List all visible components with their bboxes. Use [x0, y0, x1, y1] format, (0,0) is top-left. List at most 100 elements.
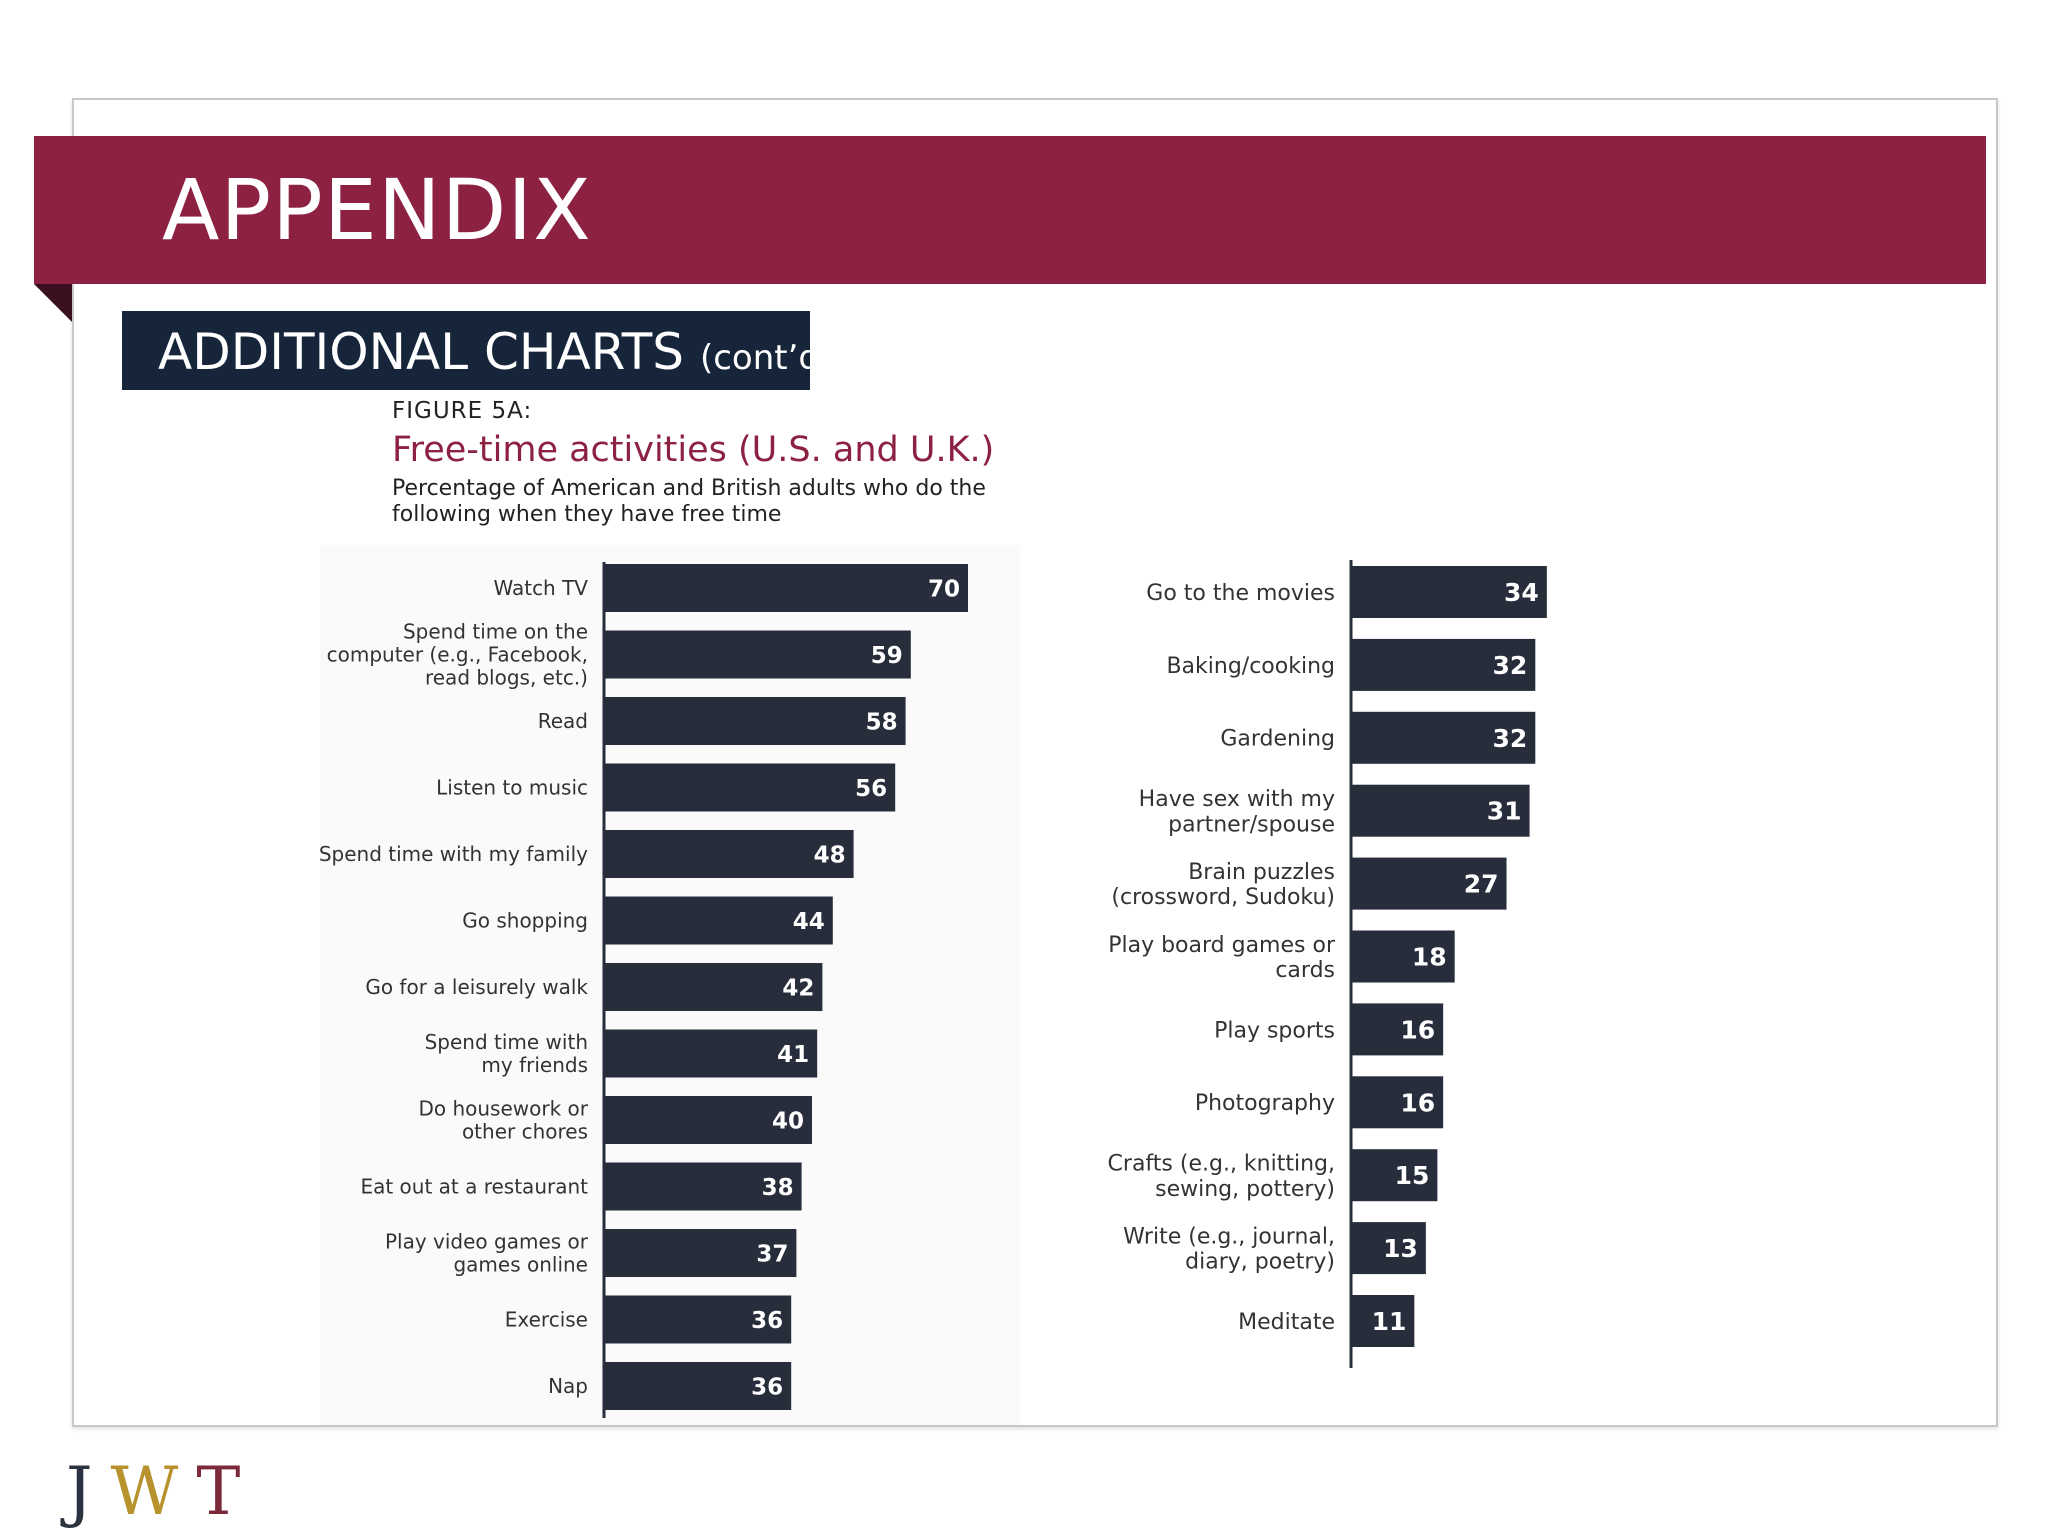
- category-label-line: Write (e.g., journal,: [1123, 1224, 1335, 1249]
- chart-2-bar-6: [1351, 930, 1455, 983]
- chart-1-value-label-10: 38: [762, 1175, 794, 1201]
- chart-2-category-label-5: Brain puzzles (crossword, Sudoku): [1111, 860, 1335, 910]
- category-label-line: Meditate: [1238, 1310, 1335, 1335]
- chart-2-category-label-3: Gardening: [1220, 727, 1335, 752]
- category-label-line: Read: [538, 709, 588, 733]
- chart-2-value-label-8: 16: [1400, 1088, 1435, 1117]
- chart-2-value-label-4: 31: [1487, 797, 1522, 826]
- category-label-line: Crafts (e.g., knitting,: [1108, 1151, 1335, 1176]
- category-label-line: Listen to music: [436, 776, 588, 800]
- category-label-line: Brain puzzles: [1188, 860, 1335, 885]
- category-label-line: my friends: [481, 1053, 588, 1077]
- chart-2-value-label-10: 13: [1383, 1234, 1418, 1263]
- category-label-line: Photography: [1195, 1091, 1335, 1116]
- category-label-line: Spend time with my family: [319, 842, 588, 866]
- chart-1-value-label-13: 36: [751, 1374, 783, 1400]
- chart-2-category-label-10: Write (e.g., journal, diary, poetry): [1123, 1224, 1335, 1274]
- chart-2-category-label-2: Baking/cooking: [1166, 654, 1335, 679]
- chart-1-value-label-7: 42: [782, 975, 814, 1001]
- chart-2-bar-3: [1351, 711, 1536, 764]
- chart-2-bar-1: [1351, 566, 1547, 618]
- category-label-line: Play board games or: [1108, 933, 1336, 958]
- category-label-line: other chores: [462, 1120, 588, 1144]
- chart-1-bar-2: [604, 630, 911, 679]
- chart-2-bar-8: [1351, 1076, 1444, 1129]
- category-label-line: partner/spouse: [1168, 812, 1335, 837]
- chart-1-category-label-6: Go shopping: [462, 909, 588, 933]
- chart-1-value-label-3: 58: [866, 709, 898, 735]
- chart-1-category-label-13: Nap: [548, 1374, 588, 1398]
- chart-2-category-label-1: Go to the movies: [1146, 581, 1335, 606]
- category-label-line: Have sex with my: [1139, 787, 1335, 812]
- chart-1-value-label-6: 44: [793, 909, 825, 935]
- chart-1-bar-5: [604, 830, 854, 878]
- chart-2-value-label-5: 27: [1464, 870, 1499, 899]
- section-subtitle: ADDITIONAL CHARTS (cont’d.): [158, 322, 844, 388]
- chart-2-value-label-11: 11: [1372, 1307, 1407, 1336]
- subtitle-box: [122, 311, 810, 390]
- category-label-line: Exercise: [505, 1308, 588, 1332]
- category-label-line: cards: [1275, 958, 1335, 983]
- category-label-line: Nap: [548, 1374, 588, 1398]
- category-label-line: Gardening: [1220, 727, 1335, 752]
- chart-1-bar-9: [604, 1096, 812, 1144]
- category-label-line: Go shopping: [462, 909, 588, 933]
- chart-2-bar-10: [1351, 1222, 1426, 1275]
- chart-2-value-label-6: 18: [1412, 943, 1447, 972]
- title-banner: [34, 136, 1986, 284]
- chart-1-value-label-1: 70: [928, 576, 960, 602]
- category-label-line: Baking/cooking: [1166, 654, 1335, 679]
- chart-1-category-label-4: Listen to music: [436, 776, 588, 800]
- category-label-line: (crossword, Sudoku): [1111, 885, 1335, 910]
- chart-2-value-label-1: 34: [1504, 578, 1539, 607]
- chart-2-category-label-4: Have sex with my partner/spouse: [1139, 787, 1335, 837]
- banner-fold: [34, 284, 72, 322]
- chart-1-category-label-12: Exercise: [505, 1308, 588, 1332]
- chart-1-category-label-8: Spend time with my friends: [425, 1030, 588, 1077]
- chart-1-value-label-8: 41: [777, 1042, 809, 1068]
- chart-1-category-label-9: Do housework or other chores: [418, 1097, 588, 1144]
- category-label-line: computer (e.g., Facebook,: [327, 643, 588, 667]
- chart-1-bar-7: [604, 963, 823, 1011]
- category-label-line: Spend time with: [425, 1030, 588, 1054]
- chart-1-value-label-2: 59: [871, 643, 903, 669]
- chart-2-category-label-7: Play sports: [1214, 1018, 1335, 1043]
- chart-1-value-label-5: 48: [814, 842, 846, 868]
- figure-label: FIGURE 5A:: [392, 398, 533, 424]
- chart-1-category-label-11: Play video games or games online: [385, 1230, 589, 1277]
- chart-2-category-label-6: Play board games or cards: [1108, 933, 1336, 983]
- chart-1-bar-4: [604, 763, 896, 812]
- category-label-line: Do housework or: [418, 1097, 588, 1121]
- chart-2-value-label-2: 32: [1493, 651, 1528, 680]
- chart-2-value-label-9: 15: [1395, 1161, 1430, 1190]
- chart-2-bar-7: [1351, 1003, 1444, 1056]
- category-label-line: Spend time on the: [403, 620, 588, 644]
- chart-2-bar-11: [1351, 1295, 1415, 1347]
- category-label-line: Eat out at a restaurant: [360, 1175, 588, 1199]
- chart-1-value-label-9: 40: [772, 1108, 804, 1134]
- chart-1-category-label-3: Read: [538, 709, 588, 733]
- category-label-line: Go for a leisurely walk: [365, 975, 588, 999]
- category-label-line: Play video games or: [385, 1230, 589, 1254]
- chart-1-bar-11: [604, 1229, 797, 1277]
- category-label-line: sewing, pottery): [1155, 1177, 1335, 1202]
- chart-1-bar-8: [604, 1029, 818, 1078]
- chart-1-bar-1: [604, 564, 968, 612]
- chart-1-bar-13: [604, 1362, 792, 1410]
- chart-2-value-label-7: 16: [1400, 1015, 1435, 1044]
- chart-1-category-label-7: Go for a leisurely walk: [365, 975, 588, 999]
- chart-1-category-label-2: Spend time on the computer (e.g., Faceboo…: [327, 620, 588, 690]
- jwt-logo: JWT: [66, 1453, 259, 1530]
- chart-1-bar-6: [604, 896, 833, 945]
- category-label-line: diary, poetry): [1185, 1250, 1335, 1275]
- chart-2-category-label-9: Crafts (e.g., knitting, sewing, pottery): [1108, 1151, 1335, 1201]
- category-label-line: Watch TV: [493, 576, 588, 600]
- category-label-line: Go to the movies: [1146, 581, 1335, 606]
- chart-2-bar-2: [1351, 638, 1536, 691]
- figure-description: Percentage of American and British adult…: [392, 476, 986, 527]
- chart-1-value-label-11: 37: [756, 1241, 788, 1267]
- chart-1-value-label-4: 56: [855, 776, 887, 802]
- category-label-line: games online: [453, 1253, 588, 1277]
- chart-1-category-label-5: Spend time with my family: [319, 842, 588, 866]
- category-label-line: read blogs, etc.): [425, 666, 588, 690]
